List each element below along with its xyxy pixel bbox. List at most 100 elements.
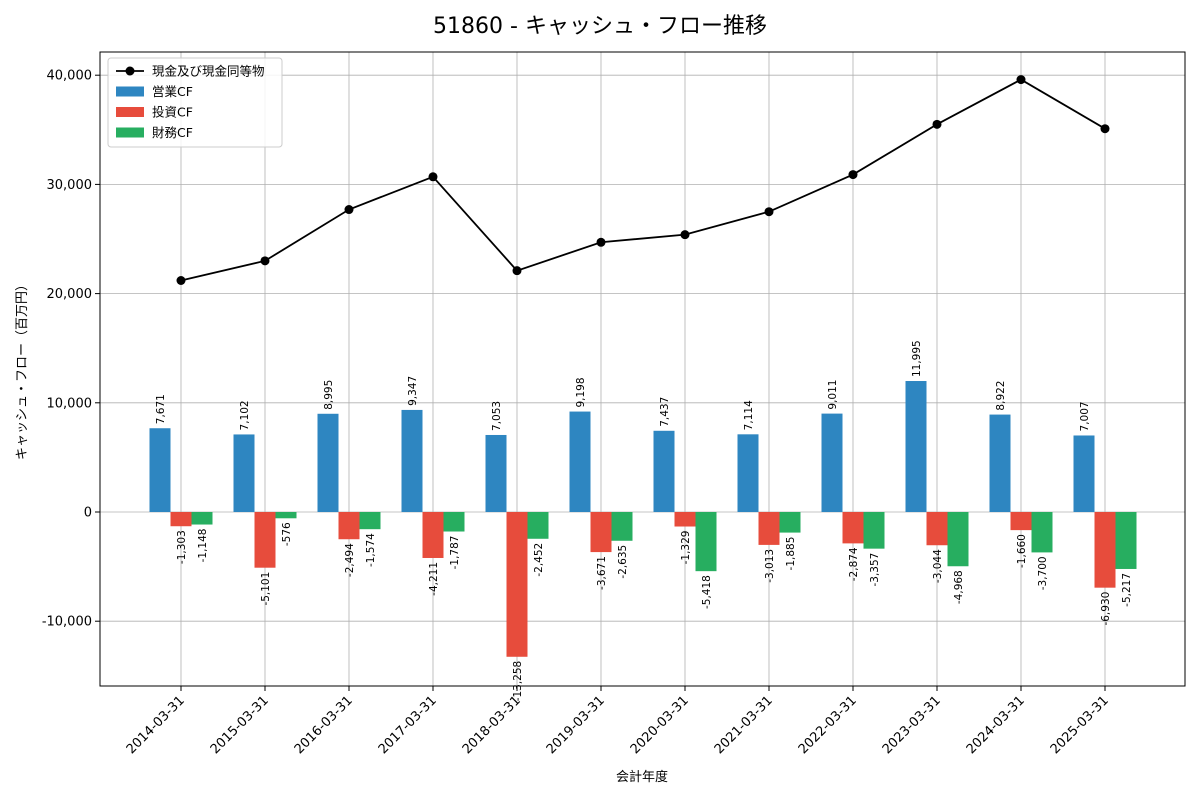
cash-equivalents-point	[1016, 75, 1026, 85]
operating-cf-bar	[569, 411, 591, 512]
cash-equivalents-point	[260, 256, 270, 266]
financing-cf-data-label: -1,574	[365, 533, 377, 567]
operating-cf-data-label: 9,347	[407, 376, 419, 406]
x-tick-label: 2015-03-31	[208, 693, 272, 757]
operating-cf-data-label: 11,995	[911, 340, 923, 377]
chart-title: 51860 - キャッシュ・フロー推移	[433, 14, 767, 39]
x-tick-label: 2025-03-31	[1048, 693, 1112, 757]
y-tick-label: 10,000	[47, 396, 93, 411]
legend-entry-label: 営業CF	[152, 84, 193, 99]
investing-cf-bar	[254, 512, 276, 568]
line-layer	[176, 75, 1110, 285]
x-tick-label: 2022-03-31	[796, 693, 860, 757]
cash-equivalents-point	[512, 266, 522, 276]
financing-cf-bar	[275, 512, 297, 519]
financing-cf-bar	[191, 512, 213, 525]
x-tick-label: 2016-03-31	[292, 693, 356, 757]
y-tick-label: 20,000	[47, 287, 93, 302]
operating-cf-data-label: 8,995	[323, 380, 335, 410]
cash-equivalents-point	[1100, 124, 1110, 134]
legend-box	[107, 57, 283, 148]
operating-cf-bar	[233, 434, 255, 512]
financing-cf-data-label: -5,418	[701, 575, 713, 609]
operating-cf-data-label: 8,922	[995, 381, 1007, 411]
financing-cf-data-label: -2,452	[533, 543, 545, 577]
investing-cf-data-label: -6,930	[1100, 592, 1112, 626]
financing-cf-data-label: -1,885	[785, 537, 797, 571]
financing-cf-bar	[443, 512, 465, 532]
legend-bar-swatch	[116, 107, 144, 117]
cash-equivalents-point	[596, 237, 606, 247]
operating-cf-bar	[485, 434, 507, 512]
operating-cf-bar	[821, 413, 843, 512]
cash-equivalents-point	[932, 119, 942, 129]
financing-cf-data-label: -1,148	[197, 529, 209, 563]
financing-cf-bar	[1031, 512, 1053, 553]
investing-cf-bar	[1094, 512, 1116, 588]
cash-equivalents-line	[180, 78, 1106, 282]
operating-cf-bar	[905, 381, 927, 512]
financing-cf-data-label: -576	[281, 522, 293, 546]
financing-cf-data-label: -2,635	[617, 545, 629, 579]
data-labels-layer: 7,671 7,102 8,995 9,347 7,053 9,198 7,437 7,114…	[155, 340, 1133, 701]
operating-cf-bar	[317, 413, 339, 512]
operating-cf-bar	[1073, 435, 1095, 512]
plot-frame	[99, 51, 1186, 687]
legend-entry-label: 現金及び現金同等物	[152, 64, 265, 79]
investing-cf-data-label: -4,211	[428, 562, 440, 596]
investing-cf-bar	[842, 512, 864, 544]
investing-cf-data-label: -3,013	[764, 549, 776, 583]
investing-cf-data-label: -2,874	[848, 547, 860, 581]
investing-cf-data-label: -5,101	[260, 572, 272, 606]
x-tick-label: 2018-03-31	[460, 693, 524, 757]
x-tick-label: 2019-03-31	[544, 693, 608, 757]
financing-cf-bar	[779, 512, 801, 533]
operating-cf-data-label: 7,437	[659, 397, 671, 427]
cash-equivalents-point	[176, 275, 186, 285]
cash-equivalents-point	[764, 207, 774, 217]
investing-cf-data-label: -2,494	[344, 543, 356, 577]
financing-cf-data-label: -3,357	[869, 553, 881, 587]
investing-cf-bar	[758, 512, 780, 545]
bars-layer	[149, 381, 1137, 657]
legend-line-marker	[125, 66, 135, 76]
investing-cf-bar	[422, 512, 444, 558]
financing-cf-data-label: -1,787	[449, 536, 461, 570]
financing-cf-bar	[359, 512, 381, 530]
investing-cf-bar	[170, 512, 192, 527]
legend-bar-swatch	[116, 127, 144, 138]
operating-cf-data-label: 9,011	[827, 380, 839, 410]
operating-cf-bar	[737, 434, 759, 512]
operating-cf-data-label: 9,198	[575, 377, 587, 407]
financing-cf-data-label: -5,217	[1121, 573, 1133, 607]
y-tick-label: 40,000	[47, 69, 93, 84]
investing-cf-data-label: -1,329	[680, 531, 692, 565]
operating-cf-data-label: 7,053	[491, 401, 503, 431]
operating-cf-bar	[401, 409, 423, 512]
investing-cf-bar	[506, 512, 528, 657]
operating-cf-data-label: 7,102	[239, 400, 251, 430]
financing-cf-bar	[863, 512, 885, 549]
y-tick-label: -10,000	[42, 615, 92, 630]
investing-cf-bar	[674, 512, 696, 527]
operating-cf-data-label: 7,671	[155, 394, 167, 424]
financing-cf-bar	[611, 512, 633, 541]
x-tick-label: 2021-03-31	[712, 693, 776, 757]
x-tick-label: 2020-03-31	[628, 693, 692, 757]
operating-cf-data-label: 7,007	[1079, 401, 1091, 431]
operating-cf-bar	[989, 414, 1011, 512]
x-axis-label: 会計年度	[616, 769, 668, 785]
financing-cf-bar	[695, 512, 717, 572]
financing-cf-data-label: -3,700	[1037, 556, 1049, 590]
investing-cf-data-label: -3,044	[932, 549, 944, 583]
y-tick-label: 0	[84, 506, 92, 521]
cash-equivalents-point	[680, 230, 690, 240]
cash-equivalents-point	[428, 172, 438, 182]
legend-bar-swatch	[116, 86, 144, 97]
cash-equivalents-point	[848, 170, 858, 180]
cash-equivalents-point	[344, 205, 354, 215]
legend-entry-label: 財務CF	[152, 125, 193, 140]
investing-cf-bar	[338, 512, 360, 540]
financing-cf-bar	[947, 512, 969, 567]
